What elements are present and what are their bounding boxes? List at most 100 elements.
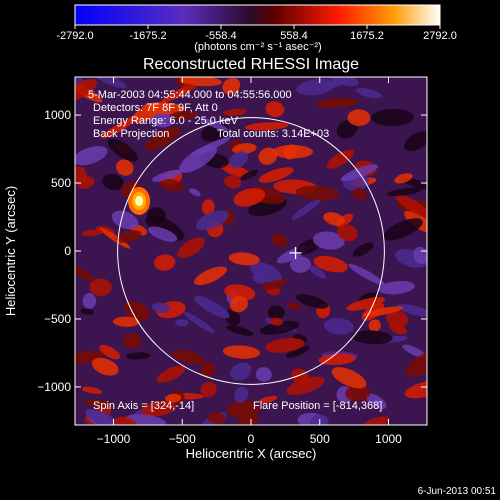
emission-lobe [255,367,272,382]
emission-lobe [153,254,176,271]
emission-lobe [222,77,241,95]
emission-lobe [144,126,181,151]
y-axis-ticks: −1000 −500 0 500 1000 [37,108,427,394]
emission-lobe [107,138,139,162]
emission-lobe [356,88,382,99]
emission-lobe [308,265,327,279]
emission-lobe [124,301,150,321]
emission-lobe [200,361,216,378]
emission-lobe [331,367,367,389]
emission-lobe [148,226,178,242]
emission-lobe [160,179,185,192]
emission-lobe [283,144,298,160]
emission-lobe [289,256,311,273]
x-tick-label: 1000 [375,432,402,446]
colorbar-unit-label: (photons cm⁻² s⁻¹ asec⁻²) [194,41,321,53]
emission-lobe [323,212,345,226]
emission-lobe [147,207,166,224]
emission-lobe [194,295,230,319]
emission-lobe [312,231,345,250]
emission-lobe [360,416,390,425]
emission-lobe [90,77,127,89]
emission-lobe [156,365,186,383]
emission-lobe [223,108,248,116]
emission-lobe [82,293,97,309]
emission-lobe [123,332,142,349]
y-tick-label: −1000 [37,380,71,394]
emission-lobe [181,83,196,91]
emission-lobe [269,317,284,326]
emission-lobe [404,131,427,152]
emission-lobe [226,325,254,336]
total-counts-label: Total counts: 3.14E+03 [217,128,329,140]
emission-lobe [368,319,381,332]
emission-lobe [316,97,359,109]
emission-lobe [267,305,285,320]
emission-lobe [383,218,423,241]
emission-lobe [245,122,289,131]
emission-lobe [252,275,266,284]
emission-lobe [101,115,139,139]
emission-lobe [232,143,257,155]
solar-limb [117,117,385,385]
emission-lobe [404,380,427,399]
emission-lobe [91,357,119,376]
emission-lobe [111,210,139,230]
colorbar-tick-label: -1675.2 [129,30,166,42]
emission-lobe [285,345,310,359]
emission-lobe [233,188,266,207]
emission-pattern [75,77,427,425]
colorbar-tick-label: -558.4 [205,30,236,42]
emission-lobe [265,337,305,353]
emission-lobe [378,280,415,295]
emission-lobe [291,199,321,220]
emission-lobe [286,302,303,310]
colorbar [74,4,441,26]
emission-lobe [229,296,248,313]
emission-lobe [352,187,367,201]
emission-lobe [336,119,358,139]
emission-lobe [169,111,198,120]
emission-lobe [240,170,258,181]
emission-lobe [249,261,283,284]
emission-lobe [351,330,393,345]
emission-lobe [402,344,427,358]
emission-lobe [112,316,140,327]
y-axis-label: Heliocentric Y (arcsec) [3,186,18,316]
emission-lobe [230,362,252,381]
detectors-label: Detectors: 7F 8F 9F, Att 0 [93,102,218,114]
emission-lobe [313,255,348,273]
emission-lobe [84,399,115,408]
emission-lobe [258,395,278,404]
emission-lobe [229,151,248,168]
emission-lobe [222,345,261,359]
emission-lobe [346,297,386,311]
y-tick-label: −500 [44,312,71,326]
flare-source-core [135,195,144,206]
emission-lobe [271,233,288,248]
emission-lobe [195,210,229,231]
emission-lobe [200,381,217,398]
emission-lobe [102,173,124,191]
emission-lobe [224,284,256,301]
spin-axis-label: Spin Axis = [324,-14] [93,400,194,412]
emission-lobe [183,311,215,334]
emission-lobe [365,393,387,410]
y-tick-label: 500 [51,176,71,190]
emission-lobe [99,344,121,360]
plot-date: 6-Jun-2013 00:51 [418,486,497,497]
emission-lobe [77,176,95,189]
flare-position-label: Flare Position = [-814,368] [253,400,382,412]
x-tick-label: 500 [310,432,330,446]
x-tick-label: 0 [248,432,255,446]
time-range-label: 5-Mar-2003 04:55:44.000 to 04:55:56.000 [88,89,292,101]
image-area [75,77,427,425]
emission-lobe [175,319,189,327]
colorbar-tick-label: 2792.0 [423,30,457,42]
emission-lobe [225,308,241,327]
emission-lobe [179,144,218,173]
emission-lobe [228,252,260,266]
emission-lobe [125,352,151,360]
method-label: Back Projection [93,128,169,140]
